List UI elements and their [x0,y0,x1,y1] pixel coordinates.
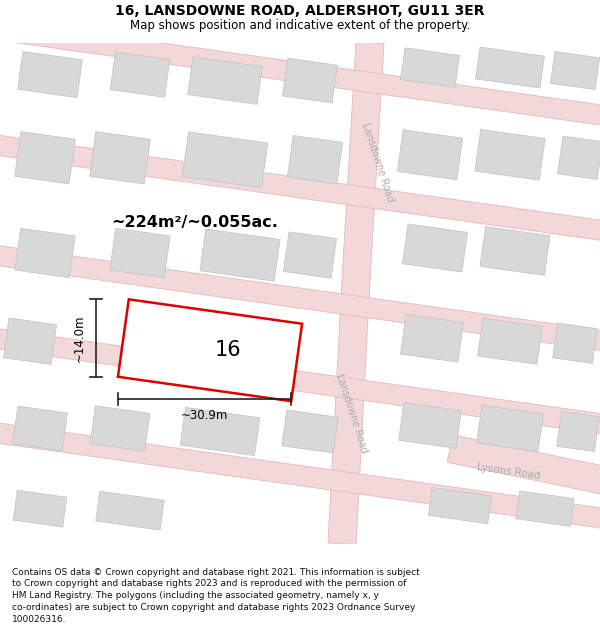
Text: Lansdowne Road: Lansdowne Road [334,372,370,454]
Polygon shape [516,491,574,526]
Polygon shape [118,299,302,401]
Polygon shape [0,239,600,357]
Polygon shape [475,129,545,180]
Polygon shape [550,51,599,89]
Polygon shape [398,402,461,448]
Polygon shape [96,491,164,530]
Polygon shape [553,323,597,363]
Polygon shape [13,406,67,451]
Polygon shape [4,318,56,364]
Text: ~14.0m: ~14.0m [73,314,86,362]
Polygon shape [110,228,170,278]
Polygon shape [447,435,600,498]
Polygon shape [13,490,67,527]
Polygon shape [180,408,260,456]
Polygon shape [15,228,75,278]
Text: Lysons Road: Lysons Road [476,462,541,481]
Polygon shape [287,136,343,184]
Text: ~224m²/~0.055ac.: ~224m²/~0.055ac. [112,216,278,231]
Text: Lansdowne Road: Lansdowne Road [361,122,395,204]
Polygon shape [283,232,337,278]
Polygon shape [200,229,280,281]
Polygon shape [17,51,82,98]
Polygon shape [400,314,464,362]
Polygon shape [283,58,337,103]
Polygon shape [480,227,550,276]
Polygon shape [328,298,369,544]
Polygon shape [90,406,150,451]
Polygon shape [401,48,460,88]
Polygon shape [0,129,600,247]
Polygon shape [89,132,151,184]
Polygon shape [476,47,544,88]
Polygon shape [282,410,338,453]
Polygon shape [14,132,76,184]
Polygon shape [110,52,170,98]
Polygon shape [557,411,599,451]
Polygon shape [397,130,463,180]
Text: 16: 16 [215,340,241,360]
Text: Map shows position and indicative extent of the property.: Map shows position and indicative extent… [130,19,470,32]
Polygon shape [341,42,384,299]
Polygon shape [478,318,542,364]
Polygon shape [403,224,467,272]
Polygon shape [557,136,600,179]
Polygon shape [428,488,491,524]
Polygon shape [476,405,544,452]
Polygon shape [182,132,268,188]
Polygon shape [0,322,600,440]
Text: Contains OS data © Crown copyright and database right 2021. This information is : Contains OS data © Crown copyright and d… [12,568,420,624]
Polygon shape [0,14,600,131]
Text: ~30.9m: ~30.9m [181,409,228,422]
Polygon shape [188,57,262,104]
Polygon shape [0,417,600,534]
Text: 16, LANSDOWNE ROAD, ALDERSHOT, GU11 3ER: 16, LANSDOWNE ROAD, ALDERSHOT, GU11 3ER [115,4,485,18]
